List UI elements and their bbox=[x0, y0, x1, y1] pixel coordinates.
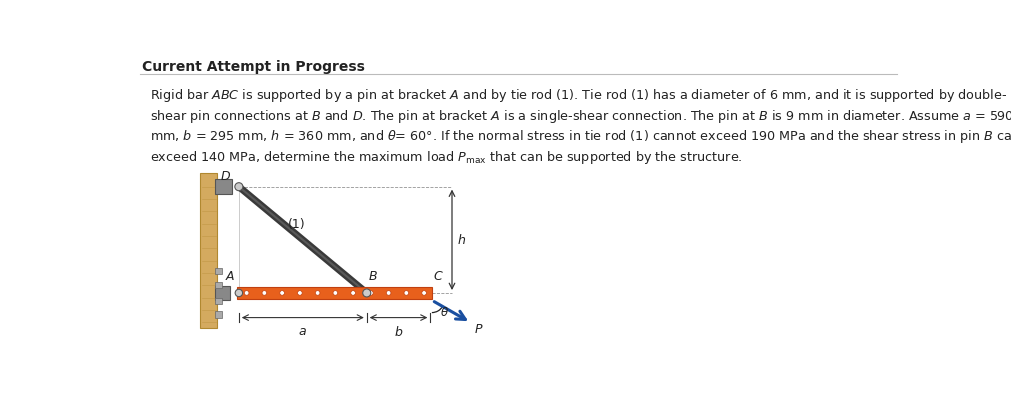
Text: $C$: $C$ bbox=[433, 270, 444, 283]
Text: $D$: $D$ bbox=[219, 170, 231, 183]
Circle shape bbox=[297, 291, 302, 295]
Text: (1): (1) bbox=[287, 218, 305, 231]
Circle shape bbox=[315, 291, 319, 295]
Circle shape bbox=[351, 291, 355, 295]
Polygon shape bbox=[214, 268, 221, 275]
Circle shape bbox=[279, 291, 284, 295]
Polygon shape bbox=[214, 286, 229, 300]
Text: $a$: $a$ bbox=[298, 325, 307, 338]
Text: mm, $b$ = 295 mm, $h$ = 360 mm, and $\theta$= 60°. If the normal stress in tie r: mm, $b$ = 295 mm, $h$ = 360 mm, and $\th… bbox=[150, 128, 1011, 145]
Polygon shape bbox=[214, 282, 221, 288]
Polygon shape bbox=[214, 297, 221, 304]
Circle shape bbox=[235, 183, 243, 191]
Circle shape bbox=[422, 291, 426, 295]
Text: $h$: $h$ bbox=[457, 233, 466, 247]
Text: exceed 140 MPa, determine the maximum load $P_{\mathrm{max}}$ that can be suppor: exceed 140 MPa, determine the maximum lo… bbox=[150, 149, 742, 165]
Circle shape bbox=[235, 289, 243, 297]
Text: $P$: $P$ bbox=[473, 323, 483, 336]
Text: $A$: $A$ bbox=[225, 270, 236, 283]
Circle shape bbox=[403, 291, 408, 295]
Text: Current Attempt in Progress: Current Attempt in Progress bbox=[142, 60, 365, 74]
Circle shape bbox=[333, 291, 338, 295]
Text: shear pin connections at $B$ and $D$. The pin at bracket $A$ is a single-shear c: shear pin connections at $B$ and $D$. Th… bbox=[150, 108, 1011, 125]
Text: $\theta$: $\theta$ bbox=[439, 306, 448, 319]
Text: $B$: $B$ bbox=[367, 270, 377, 283]
Circle shape bbox=[244, 291, 249, 295]
Text: Rigid bar $ABC$ is supported by a pin at bracket $A$ and by tie rod (1). Tie rod: Rigid bar $ABC$ is supported by a pin at… bbox=[150, 87, 1006, 104]
Polygon shape bbox=[238, 287, 432, 299]
Circle shape bbox=[362, 289, 370, 297]
Polygon shape bbox=[214, 179, 232, 194]
Polygon shape bbox=[200, 173, 217, 328]
Circle shape bbox=[262, 291, 267, 295]
Polygon shape bbox=[214, 312, 221, 318]
Circle shape bbox=[386, 291, 390, 295]
Text: $b$: $b$ bbox=[393, 325, 402, 339]
Circle shape bbox=[368, 291, 373, 295]
